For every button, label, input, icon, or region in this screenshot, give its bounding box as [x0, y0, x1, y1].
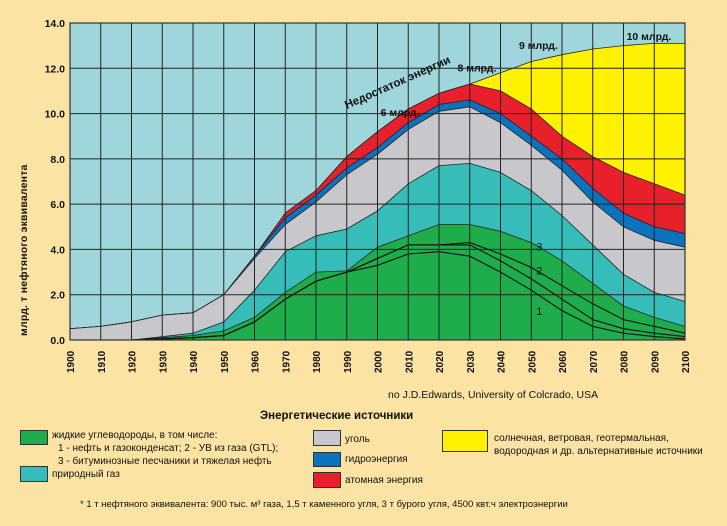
x-tick-labels: 1900 1910 1920 1930 1940 1950 1960 1970 1980 1990… — [66, 350, 692, 373]
x-tick-label: 2080 — [620, 350, 631, 373]
legend-swatch-hydro — [313, 452, 341, 467]
x-tick-label: 1920 — [128, 350, 139, 373]
x-tick-label: 2060 — [558, 350, 569, 373]
population-label: 8 млрд. — [457, 63, 496, 75]
liquid-subline-label-1: 1 — [536, 306, 542, 318]
x-tick-label: 2070 — [589, 350, 600, 373]
plot-frame — [69, 22, 686, 341]
population-label: 10 млрд. — [627, 31, 672, 43]
legend-coal: уголь — [345, 434, 370, 445]
legend-liquid-line2: 1 - нефть и газоконденсат; 2 - УВ из газ… — [58, 443, 279, 454]
x-tick-label: 1900 — [66, 350, 77, 373]
x-tick-label: 1970 — [281, 350, 292, 373]
x-tick-label: 1950 — [220, 350, 231, 373]
y-tick-label: 14.0 — [45, 18, 66, 30]
population-label: 6 млрд. — [381, 107, 420, 119]
legend-swatch-liquid — [20, 430, 48, 445]
x-tick-label: 2050 — [527, 350, 538, 373]
y-tick-label: 8.0 — [50, 154, 65, 166]
x-tick-label: 2100 — [681, 350, 692, 373]
legend-alternative-line1: солнечная, ветровая, геотермальная, — [494, 433, 669, 444]
legend-alternative-line2: водородная и др. альтернативные источник… — [494, 446, 703, 457]
x-tick-label: 1990 — [343, 350, 354, 373]
source-credit: no J.D.Edwards, University of Colcrado, … — [388, 389, 599, 401]
x-tick-label: 2010 — [404, 350, 415, 373]
legend-liquid-line3: 3 - битуминозные песчаники и тяжелая неф… — [58, 456, 272, 467]
legend-hydro: гидроэнергия — [345, 454, 408, 465]
y-tick-label: 6.0 — [50, 199, 65, 211]
y-tick-label: 4.0 — [50, 244, 65, 256]
population-label: 9 млрд. — [519, 40, 558, 52]
x-tick-label: 2030 — [466, 350, 477, 373]
liquid-subline-label-2: 2 — [536, 265, 542, 277]
y-tick-label: 10.0 — [45, 109, 66, 121]
x-tick-label: 1940 — [189, 350, 200, 373]
y-tick-label: 0.0 — [50, 335, 65, 347]
x-tick-label: 2020 — [435, 350, 446, 373]
x-tick-label: 2090 — [650, 350, 661, 373]
legend-gas: природный газ — [52, 469, 120, 480]
x-tick-label: 1910 — [97, 350, 108, 373]
legend-swatch-gas — [20, 466, 48, 482]
y-axis-title: млрд. т нефтяного эквивалента — [18, 164, 30, 336]
x-tick-label: 1930 — [158, 350, 169, 373]
x-tick-label: 2040 — [497, 350, 508, 373]
footnote: * 1 т нефтяного эквивалента: 900 тыс. м³… — [80, 499, 568, 510]
x-tick-label: 1960 — [251, 350, 262, 373]
y-tick-label: 2.0 — [50, 290, 65, 302]
liquid-subline-label-3: 3 — [536, 242, 542, 254]
y-tick-labels: 0.0 2.0 4.0 6.0 8.0 10.0 12.0 14.0 — [45, 18, 66, 347]
y-tick-label: 12.0 — [45, 63, 66, 75]
x-tick-label: 2000 — [374, 350, 385, 373]
legend-title: Энергетические источники — [260, 410, 414, 422]
legend-swatch-alternative — [442, 430, 488, 452]
legend-swatch-nuclear — [313, 472, 341, 488]
legend-swatch-coal — [313, 430, 341, 446]
x-tick-label: 1980 — [312, 350, 323, 373]
legend-liquid-line1: жидкие углеводороды, в том числе: — [52, 430, 218, 441]
legend-nuclear: атомная энергия — [345, 475, 423, 486]
grid-lines — [70, 23, 685, 340]
